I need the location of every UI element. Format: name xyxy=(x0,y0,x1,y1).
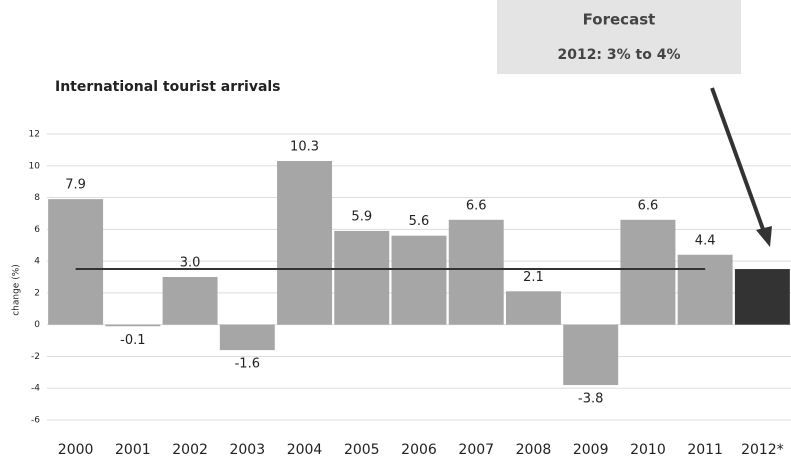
bar xyxy=(391,235,447,325)
value-label: 5.6 xyxy=(409,214,430,229)
value-label: 5.9 xyxy=(351,209,372,224)
value-label: -3.8 xyxy=(578,392,603,407)
bar xyxy=(162,277,218,325)
bar xyxy=(48,199,104,325)
forecast-box xyxy=(497,0,741,74)
value-label: 3.0 xyxy=(180,256,201,271)
x-tick-label: 2012* xyxy=(741,442,784,458)
bar xyxy=(505,291,561,325)
x-tick-label: 2002 xyxy=(172,442,208,458)
value-label: 2.1 xyxy=(523,270,544,285)
arrow-head xyxy=(756,226,772,247)
chart-title: International tourist arrivals xyxy=(55,79,281,95)
value-label: -0.1 xyxy=(120,333,145,348)
value-label: -1.6 xyxy=(235,357,260,372)
bar xyxy=(277,161,333,325)
x-tick-label: 2001 xyxy=(115,442,151,458)
x-tick-label: 2005 xyxy=(344,442,380,458)
y-axis-label: change (%) xyxy=(12,264,22,316)
bar xyxy=(563,324,619,386)
x-tick-label: 2007 xyxy=(458,442,494,458)
value-label: 6.6 xyxy=(638,198,659,213)
x-tick-label: 2000 xyxy=(58,442,94,458)
arrow xyxy=(710,87,766,233)
x-tick-label: 2009 xyxy=(573,442,609,458)
bar xyxy=(448,219,504,325)
bar xyxy=(219,324,275,351)
bar xyxy=(334,230,390,325)
y-tick-label: 6 xyxy=(34,225,40,235)
forecast-title: Forecast xyxy=(583,11,656,29)
y-tick-label: 8 xyxy=(34,193,40,203)
y-tick-label: -6 xyxy=(31,416,40,426)
bar xyxy=(677,254,733,325)
x-tick-label: 2004 xyxy=(287,442,323,458)
y-tick-label: -4 xyxy=(31,384,40,394)
y-tick-label: 4 xyxy=(34,257,40,267)
value-label: 7.9 xyxy=(65,178,86,193)
bar xyxy=(734,269,790,325)
x-tick-label: 2003 xyxy=(229,442,265,458)
y-tick-label: 2 xyxy=(34,288,40,298)
x-tick-label: 2010 xyxy=(630,442,666,458)
y-tick-label: 10 xyxy=(29,161,41,171)
bar xyxy=(620,219,676,325)
x-tick-label: 2006 xyxy=(401,442,437,458)
x-tick-label: 2008 xyxy=(516,442,552,458)
y-tick-label: 12 xyxy=(29,130,40,140)
value-label: 10.3 xyxy=(290,140,319,155)
forecast-text: 2012: 3% to 4% xyxy=(557,47,680,63)
y-tick-label: 0 xyxy=(34,320,40,330)
bar xyxy=(105,324,161,327)
y-tick-label: -2 xyxy=(31,352,40,362)
x-tick-label: 2011 xyxy=(687,442,723,458)
value-label: 4.4 xyxy=(695,233,716,248)
value-label: 6.6 xyxy=(466,198,487,213)
